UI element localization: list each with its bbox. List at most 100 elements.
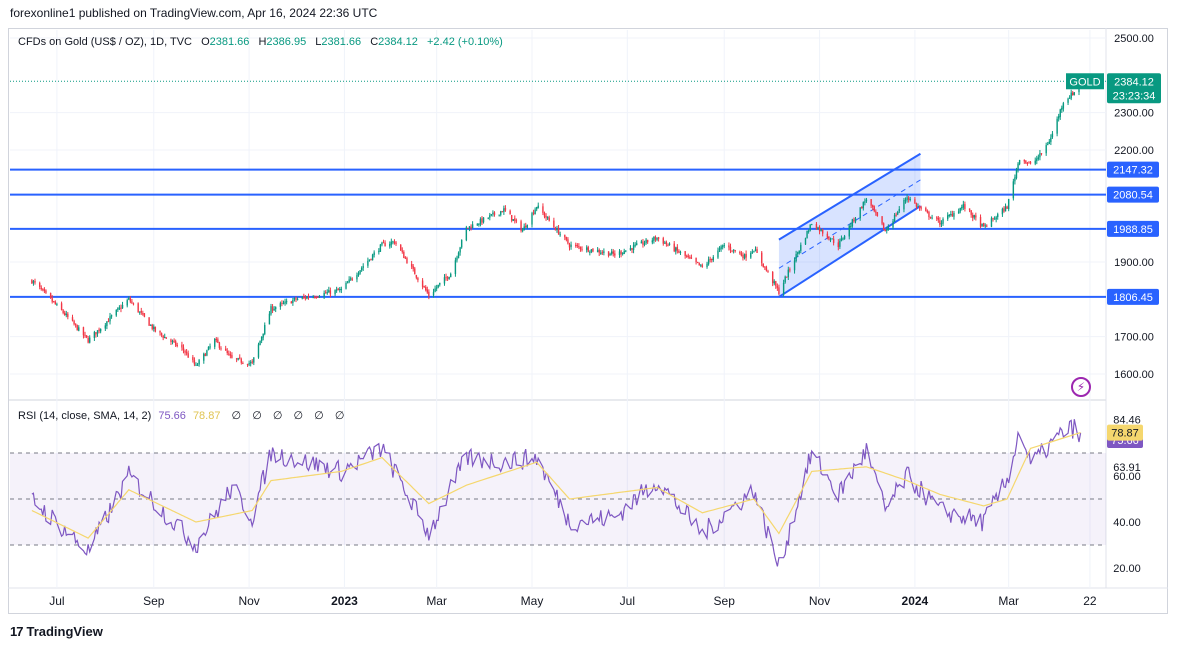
candle-body <box>1050 137 1052 142</box>
candle-body <box>171 341 174 343</box>
candle-body <box>274 307 277 310</box>
rsi-label: RSI (14, close, SMA, 14, 2) <box>18 410 152 422</box>
channel-lower <box>778 205 921 298</box>
candle-body <box>840 238 843 241</box>
candle-body <box>843 235 846 240</box>
candle-body <box>782 282 785 294</box>
candle-body <box>871 205 874 207</box>
tradingview-logo[interactable]: 17 TradingView <box>10 624 103 639</box>
candle-body <box>917 206 919 208</box>
candle-body <box>206 350 208 356</box>
candle-body <box>732 249 735 251</box>
candle-body <box>268 313 271 325</box>
candle-body <box>414 268 416 275</box>
candle-body <box>73 320 75 325</box>
candle-body <box>804 238 807 245</box>
candle-body <box>895 214 897 216</box>
candle-body <box>339 289 341 291</box>
candle-body <box>435 287 438 289</box>
na-value: ∅ <box>334 410 345 422</box>
candle-body <box>798 250 800 254</box>
candle-body <box>126 300 128 306</box>
candle-body <box>142 313 144 315</box>
high-value: 2386.95 <box>266 36 307 48</box>
lightning-icon[interactable]: ⚡ <box>1071 377 1091 397</box>
candle-body <box>153 326 155 330</box>
candle-body <box>356 275 358 280</box>
candle-body <box>576 245 579 247</box>
candle-body <box>34 280 36 283</box>
candle-body <box>228 353 230 355</box>
candle-body <box>928 211 930 217</box>
candle-body <box>973 215 975 218</box>
candle-body <box>589 251 591 253</box>
sma-value-label: 78.87 <box>1111 428 1139 440</box>
candle-body <box>118 307 121 309</box>
candle-body <box>554 227 557 231</box>
candle-body <box>220 348 222 350</box>
candle-body <box>417 278 419 281</box>
candle-body <box>448 276 450 279</box>
candle-body <box>237 358 239 360</box>
candle-body <box>446 277 449 279</box>
candle-body <box>99 328 102 332</box>
candle-body <box>643 243 646 245</box>
candle-body <box>564 234 566 238</box>
x-tick-label: Nov <box>809 594 830 608</box>
candle-body <box>235 358 238 360</box>
candle-body <box>918 206 921 209</box>
candle-body <box>346 282 349 284</box>
candle-body <box>771 271 774 283</box>
candle-body <box>251 361 253 363</box>
candle-body <box>195 364 197 366</box>
candle-body <box>695 257 697 263</box>
candle-body <box>334 290 336 295</box>
channel-upper <box>778 152 921 241</box>
candle-body <box>64 312 66 316</box>
candle-body <box>229 354 232 356</box>
candle-body <box>876 212 879 216</box>
candle-body <box>290 301 293 304</box>
candle-body <box>559 234 561 236</box>
candle-body <box>131 301 133 303</box>
candle-body <box>1045 145 1047 154</box>
candle-body <box>493 212 496 215</box>
candle-body <box>690 257 693 259</box>
candle-body <box>443 277 446 284</box>
candle-body <box>545 215 547 218</box>
candle-body <box>961 207 963 209</box>
candle-body <box>848 225 850 237</box>
candle-body <box>450 273 452 278</box>
candle-body <box>842 238 844 240</box>
candle-body <box>548 217 550 221</box>
candle-body <box>328 290 330 293</box>
candle-body <box>95 332 97 335</box>
candle-body <box>120 307 122 309</box>
na-value: ∅ <box>293 410 304 422</box>
candle-body <box>696 261 699 263</box>
candle-body <box>929 216 932 219</box>
candle-body <box>817 227 819 230</box>
candle-body <box>60 303 63 310</box>
candle-body <box>1028 162 1030 164</box>
candle-body <box>249 362 252 364</box>
candle-body <box>423 286 425 288</box>
candle-body <box>1040 153 1043 155</box>
candle-body <box>378 251 380 253</box>
candle-body <box>684 251 686 256</box>
high-label: H <box>258 36 267 48</box>
candle-body <box>437 284 439 288</box>
candle-body <box>995 217 997 220</box>
candle-body <box>795 254 797 261</box>
symbol-name: CFDs on Gold (US$ / OZ), 1D, TVC <box>18 36 193 48</box>
candle-body <box>279 303 282 307</box>
candle-body <box>467 227 469 229</box>
candle-body <box>337 288 339 291</box>
candle-body <box>51 298 53 302</box>
candle-body <box>587 247 589 252</box>
candle-body <box>634 244 636 246</box>
candle-body <box>936 217 938 219</box>
candle-body <box>731 250 733 252</box>
candle-body <box>490 214 493 216</box>
